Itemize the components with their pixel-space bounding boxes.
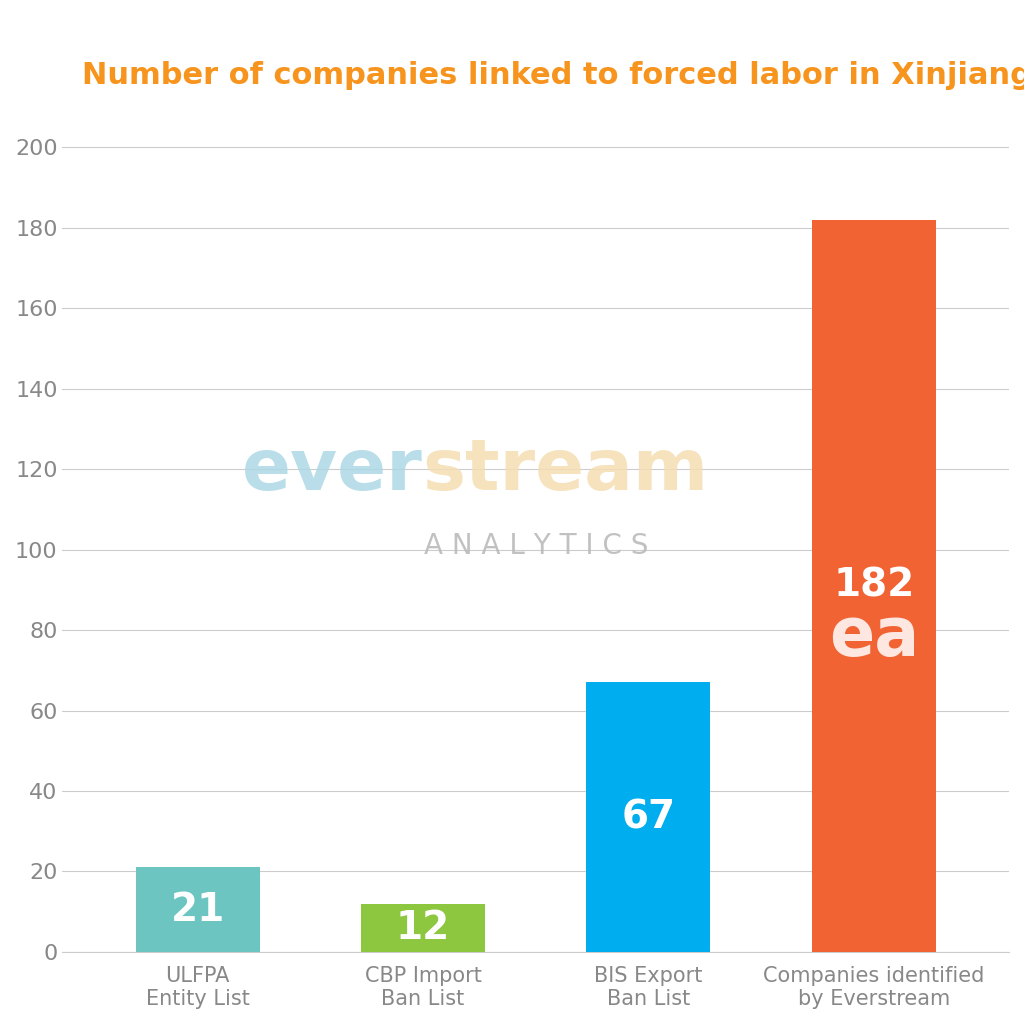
- Bar: [812, 220, 936, 952]
- Text: 182: 182: [834, 567, 914, 605]
- Text: 67: 67: [622, 798, 676, 837]
- Bar: [587, 682, 711, 952]
- Text: 12: 12: [396, 908, 451, 947]
- Bar: [361, 903, 485, 952]
- Bar: [136, 867, 260, 952]
- Text: 21: 21: [171, 891, 225, 929]
- Text: A N A L Y T I C S: A N A L Y T I C S: [424, 532, 648, 560]
- Text: stream: stream: [422, 436, 709, 505]
- Text: Number of companies linked to forced labor in Xinjiang:: Number of companies linked to forced lab…: [82, 61, 1024, 90]
- Text: ever: ever: [242, 436, 422, 505]
- Text: ea: ea: [828, 603, 919, 670]
